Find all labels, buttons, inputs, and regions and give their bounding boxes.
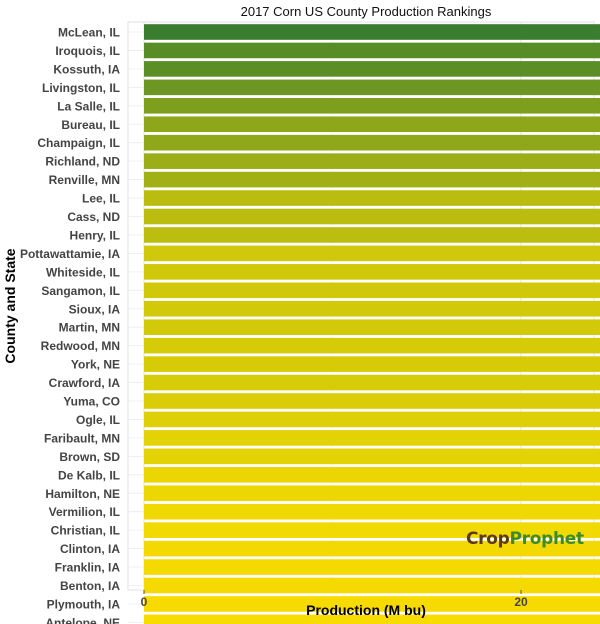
y-tick-label: Christian, IL (51, 524, 120, 538)
bar (144, 596, 600, 612)
bar (144, 448, 600, 465)
y-tick-label: Sioux, IA (69, 302, 121, 316)
bar (144, 393, 600, 409)
y-tick-label: De Kalb, IL (58, 468, 120, 482)
logo-word-crop: Crop (466, 529, 510, 549)
bar (144, 24, 600, 40)
y-tick-label: Crawford, IA (49, 376, 121, 390)
bar (144, 577, 600, 594)
bar (144, 61, 600, 77)
bar (144, 559, 600, 575)
y-tick-label: Henry, IL (70, 228, 120, 242)
bar (144, 171, 600, 188)
y-tick-label: Vermilion, IL (49, 505, 120, 519)
bar (144, 264, 600, 280)
bar (144, 356, 600, 372)
y-tick-label: Ogle, IL (76, 413, 120, 427)
bar (144, 540, 600, 557)
y-tick-label: Hamilton, NE (45, 487, 120, 501)
bar (144, 245, 600, 262)
y-tick-label: La Salle, IL (57, 99, 120, 113)
bar (144, 614, 600, 624)
y-tick-label: Cass, ND (67, 210, 120, 224)
x-tick-label: 0 (141, 595, 148, 609)
y-tick-label: Iroquois, IL (55, 44, 120, 58)
y-axis-tick-labels: McLean, IL Iroquois, IL Kossuth, IA Livings… (20, 26, 120, 624)
bar (144, 485, 600, 502)
y-tick-label: Bureau, IL (61, 118, 120, 132)
x-axis-label: Production (M bu) (306, 602, 426, 618)
y-tick-label: Faribault, MN (44, 431, 120, 445)
bar (144, 42, 600, 59)
y-tick-label: Sangamon, IL (41, 284, 120, 298)
bar (144, 116, 600, 133)
y-tick-label: Redwood, MN (41, 339, 120, 353)
bar (144, 430, 600, 446)
y-tick-label: Lee, IL (82, 192, 120, 206)
bar (144, 337, 600, 354)
y-tick-label: Brown, SD (59, 450, 120, 464)
y-tick-label: Whiteside, IL (46, 265, 120, 279)
y-tick-label: Benton, IA (60, 579, 120, 593)
bar (144, 411, 600, 428)
bar (144, 98, 600, 114)
y-tick-label: Antelope, NE (45, 616, 120, 624)
bar (144, 208, 600, 225)
bar (144, 134, 600, 151)
y-tick-label: Champaign, IL (37, 136, 120, 150)
bar (144, 153, 600, 169)
cropprophet-logo: CropProphet (466, 528, 584, 550)
y-axis-label: County and State (2, 248, 18, 363)
y-tick-label: Renville, MN (49, 173, 120, 187)
x-tick-label: 20 (514, 595, 528, 609)
chart-title: 2017 Corn US County Production Rankings (241, 4, 492, 19)
y-tick-label: Livingston, IL (42, 81, 120, 95)
x-axis-tick-labels: 0204060 (141, 590, 528, 609)
bar (144, 79, 600, 96)
bar (144, 227, 600, 243)
y-tick-label: Kossuth, IA (53, 62, 120, 76)
bar (144, 522, 600, 538)
bar (144, 374, 600, 391)
y-tick-label: Pottawattamie, IA (20, 247, 120, 261)
y-tick-label: Richland, ND (45, 155, 120, 169)
bar (144, 319, 600, 335)
y-tick-label: York, NE (71, 358, 120, 372)
y-tick-label: Plymouth, IA (47, 597, 121, 611)
bar (144, 467, 600, 483)
bar (144, 503, 600, 520)
y-tick-label: McLean, IL (58, 26, 120, 40)
y-tick-label: Yuma, CO (63, 395, 120, 409)
logo-word-prophet: Prophet (509, 529, 585, 549)
y-tick-label: Franklin, IA (55, 561, 121, 575)
y-tick-label: Martin, MN (59, 321, 120, 335)
bar (144, 190, 600, 206)
bar (144, 282, 600, 299)
bar (144, 300, 600, 317)
bars (144, 24, 600, 624)
y-tick-label: Clinton, IA (60, 542, 120, 556)
